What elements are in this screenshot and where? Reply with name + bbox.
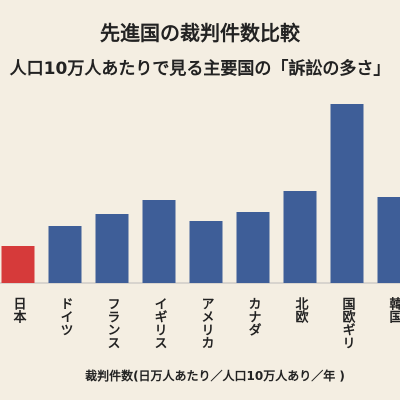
bar bbox=[236, 212, 270, 283]
x-tick-label: 北欧 bbox=[293, 297, 309, 324]
x-axis-label: 裁判件数(日万人あたり／人口10万人あり／年 ) bbox=[85, 368, 345, 383]
x-tick-label: カナダ bbox=[246, 297, 262, 336]
x-tick-label: フランス bbox=[105, 297, 120, 349]
chart-subtitle: 人口10万人あたりで見る主要国の「訴訟の多さ」 bbox=[10, 58, 391, 79]
x-tick-label: ドイツ bbox=[58, 297, 74, 336]
x-tick-label: アメリカ bbox=[199, 297, 214, 349]
bar bbox=[283, 191, 317, 283]
bar bbox=[95, 214, 129, 283]
x-tick-label: 韓国 bbox=[387, 296, 400, 324]
chart-title: 先進国の裁判件数比較 bbox=[100, 21, 301, 45]
x-tick-label: 日本 bbox=[11, 297, 27, 324]
bar bbox=[330, 104, 364, 283]
bar bbox=[377, 197, 400, 283]
bar bbox=[48, 226, 82, 283]
bar bbox=[189, 221, 223, 283]
x-tick-label: 国欧ギリ bbox=[340, 297, 356, 349]
bar bbox=[142, 200, 176, 283]
bar bbox=[1, 246, 35, 283]
x-tick-label: イギリス bbox=[152, 297, 168, 349]
